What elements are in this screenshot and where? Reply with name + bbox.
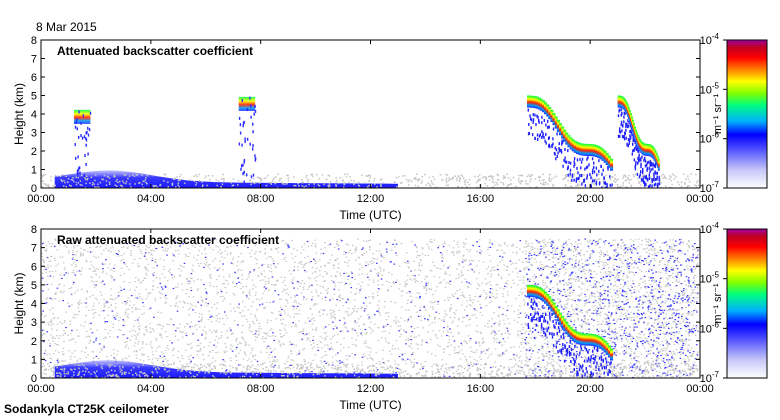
y-tick-label: 2 [31,146,37,158]
colorbar-tick-label: 10-6 [700,320,720,335]
colorbar-tick-label: 10-7 [700,370,720,385]
x-tick-label: 04:00 [137,383,165,395]
x-tick-label: 16:00 [467,193,495,205]
x-tick-label: 20:00 [576,193,604,205]
x-axis-label: Time (UTC) [339,398,401,412]
colorbar-scale [726,228,768,379]
y-tick-label: 5 [31,280,37,292]
feature-mid-level-cloud-patch [238,96,257,188]
y-tick-label: 1 [31,354,37,366]
colorbar-tick-label: 10-5 [700,81,720,96]
colorbar: 10-7 10-6 10-5 10-4 m⁻¹ sr⁻¹ [700,221,768,385]
y-axis-label: Height (km) [12,272,26,334]
y-tick-label: 6 [31,72,37,84]
y-tick-label: 5 [31,91,37,103]
x-tick-label: 20:00 [576,383,604,395]
y-tick-label: 7 [31,243,37,255]
x-axis-label: Time (UTC) [339,208,401,222]
colorbar-tick-label: 10-4 [700,32,720,47]
y-tick-label: 4 [31,299,37,311]
panel-title: Raw attenuated backscatter coefficient [57,233,279,247]
feature-descending-cloud-base [527,284,614,378]
colorbar-unit-label: m⁻¹ sr⁻¹ [712,283,724,324]
colorbar-unit-label: m⁻¹ sr⁻¹ [712,94,724,135]
x-tick-label: 00:00 [686,193,714,205]
colorbar-tick-label: 10-4 [700,221,720,236]
x-tick-label: 00:00 [686,383,714,395]
x-tick-label: 12:00 [357,193,385,205]
panel-1: Attenuated backscatter coefficient 0 1 2 3 4 5… [12,32,768,222]
instrument-label: Sodankyla CT25K ceilometer [4,402,169,416]
feature-boundary-layer-aerosol [41,360,700,378]
feature-mid-level-cloud-patch [73,109,92,188]
colorbar-tick-label: 10-6 [700,131,720,146]
feature-descending-cloud-base [527,95,614,188]
y-tick-label: 8 [31,35,37,47]
y-tick-label: 3 [31,317,37,329]
feature-boundary-layer-aerosol [41,170,699,188]
y-tick-label: 2 [31,336,37,348]
cloud-patch [73,109,91,124]
panel-2: Raw attenuated backscatter coefficient 0 1… [12,221,768,412]
y-tick-label: 6 [31,261,37,273]
y-axis-label: Height (km) [12,83,26,145]
x-tick-label: 00:00 [27,193,55,205]
panel-title: Attenuated backscatter coefficient [57,44,253,58]
plot-area [41,40,700,188]
x-tick-label: 04:00 [137,193,165,205]
colorbar-tick-label: 10-5 [700,271,720,286]
date-label: 8 Mar 2015 [36,20,97,34]
x-tick-label: 00:00 [27,383,55,395]
colorbar: 10-7 10-6 10-5 10-4 m⁻¹ sr⁻¹ [700,32,768,195]
x-tick-label: 08:00 [247,193,275,205]
colorbar-tick-label: 10-7 [700,180,720,195]
y-tick-label: 1 [31,165,37,177]
boundary-layer-shape [54,170,398,188]
x-tick-label: 08:00 [247,383,275,395]
boundary-layer-shape [54,360,398,378]
y-tick-label: 8 [31,224,37,236]
feature-cloud-layer [617,95,661,188]
y-tick-label: 0 [31,183,37,195]
plot-area [41,229,700,378]
x-tick-label: 16:00 [467,383,495,395]
y-tick-label: 0 [31,373,37,385]
y-tick-label: 7 [31,54,37,66]
colorbar-scale [726,39,768,189]
plot-background [41,40,700,188]
y-tick-label: 4 [31,109,37,121]
y-tick-label: 3 [31,128,37,140]
x-tick-label: 12:00 [357,383,385,395]
